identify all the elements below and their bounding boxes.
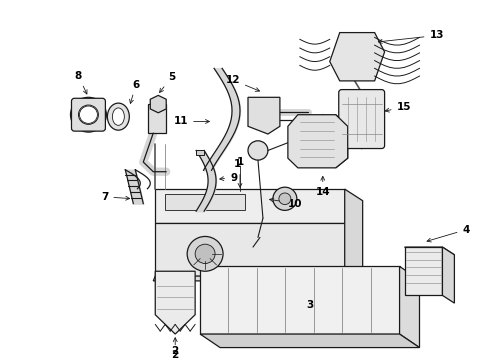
Text: 1: 1 xyxy=(237,157,245,167)
Text: 8: 8 xyxy=(75,71,87,94)
Circle shape xyxy=(79,106,98,123)
Circle shape xyxy=(273,187,297,210)
Polygon shape xyxy=(399,266,419,347)
Polygon shape xyxy=(200,334,419,347)
Circle shape xyxy=(248,141,268,160)
Text: 15: 15 xyxy=(385,102,411,112)
Ellipse shape xyxy=(112,108,124,125)
FancyBboxPatch shape xyxy=(72,98,105,131)
Text: 6: 6 xyxy=(130,80,140,103)
Circle shape xyxy=(187,237,223,271)
Text: 2: 2 xyxy=(172,350,179,360)
Polygon shape xyxy=(442,247,454,303)
Text: 10: 10 xyxy=(270,198,302,208)
Circle shape xyxy=(71,97,106,132)
Text: 12: 12 xyxy=(225,75,260,91)
Polygon shape xyxy=(336,115,348,168)
Polygon shape xyxy=(196,150,204,155)
Circle shape xyxy=(279,193,291,204)
Text: 5: 5 xyxy=(160,72,175,93)
Polygon shape xyxy=(155,189,345,223)
Polygon shape xyxy=(345,189,363,278)
Text: 13: 13 xyxy=(378,31,444,43)
Polygon shape xyxy=(148,104,166,133)
Polygon shape xyxy=(153,276,363,283)
Polygon shape xyxy=(288,115,348,168)
Text: 3: 3 xyxy=(306,300,314,310)
Text: 4: 4 xyxy=(427,225,470,242)
Polygon shape xyxy=(155,271,195,334)
FancyBboxPatch shape xyxy=(339,90,385,149)
Text: 11: 11 xyxy=(173,117,209,126)
Polygon shape xyxy=(405,247,442,296)
Circle shape xyxy=(312,138,324,149)
Text: 7: 7 xyxy=(101,192,130,202)
Circle shape xyxy=(195,244,215,264)
Polygon shape xyxy=(155,223,345,276)
Text: 9: 9 xyxy=(220,172,237,183)
Polygon shape xyxy=(405,247,454,255)
Polygon shape xyxy=(200,266,399,334)
Text: 14: 14 xyxy=(316,176,330,197)
Text: 2: 2 xyxy=(172,346,179,356)
Text: 1: 1 xyxy=(233,159,241,169)
Polygon shape xyxy=(330,32,385,81)
Circle shape xyxy=(78,105,98,124)
Polygon shape xyxy=(165,194,245,210)
Polygon shape xyxy=(150,95,166,113)
Polygon shape xyxy=(248,97,280,134)
Ellipse shape xyxy=(107,103,129,130)
